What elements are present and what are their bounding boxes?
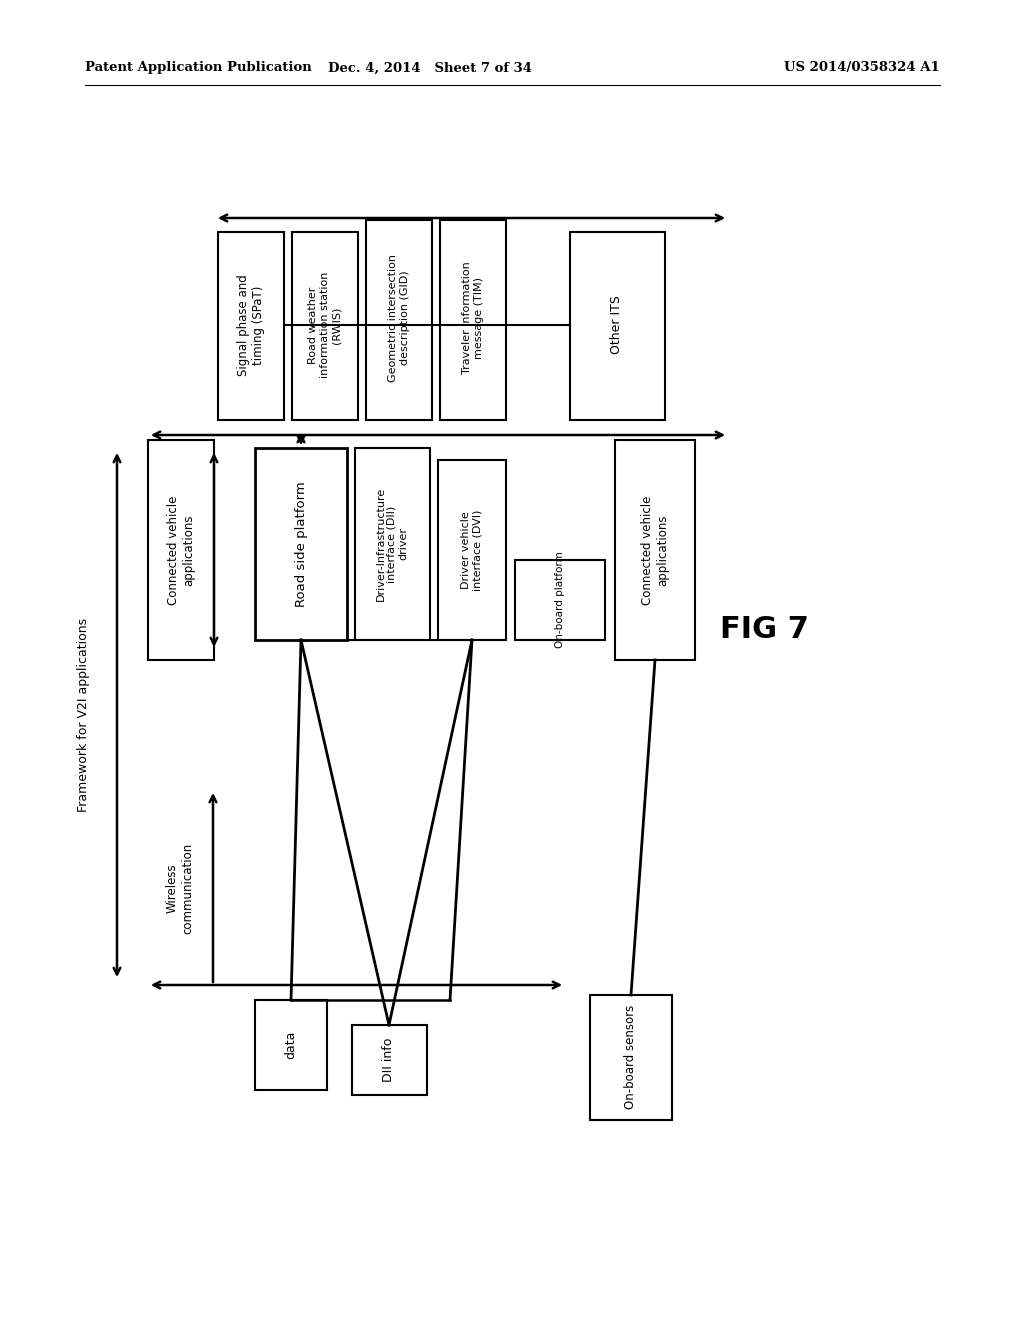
Bar [355, 447, 430, 640]
Text: Dec. 4, 2014   Sheet 7 of 34: Dec. 4, 2014 Sheet 7 of 34 [328, 62, 532, 74]
Bar [438, 459, 506, 640]
Text: Road weather
information station
(RWIS): Road weather information station (RWIS) [308, 272, 342, 379]
Bar [255, 1001, 327, 1090]
Bar [352, 1026, 427, 1096]
Text: Connected vehicle
applications: Connected vehicle applications [641, 495, 669, 605]
Text: Framework for V2I applications: Framework for V2I applications [77, 618, 89, 812]
Bar [366, 220, 432, 420]
Text: Connected vehicle
applications: Connected vehicle applications [167, 495, 195, 605]
Bar [218, 232, 284, 420]
Bar [570, 232, 665, 420]
Text: On-board sensors: On-board sensors [625, 1005, 638, 1109]
Text: Geometric intersection
description (GID): Geometric intersection description (GID) [388, 253, 410, 381]
Bar [515, 560, 605, 640]
Bar [255, 447, 347, 640]
Bar [440, 220, 506, 420]
Text: Patent Application Publication: Patent Application Publication [85, 62, 311, 74]
Bar [615, 440, 695, 660]
Text: data: data [285, 1031, 298, 1059]
Text: Driver-Infrastructure
interface (DII)
driver: Driver-Infrastructure interface (DII) dr… [376, 487, 409, 601]
Bar [590, 995, 672, 1119]
Text: Wireless
communication: Wireless communication [166, 842, 194, 933]
Text: Signal phase and
timing (SPaT): Signal phase and timing (SPaT) [237, 275, 265, 376]
Text: Other ITS: Other ITS [610, 296, 624, 355]
Bar [292, 232, 358, 420]
Text: On-board platform: On-board platform [555, 552, 565, 648]
Bar [148, 440, 214, 660]
Text: Road side platform: Road side platform [295, 480, 307, 607]
Text: Driver vehicle
interface (DVI): Driver vehicle interface (DVI) [461, 510, 482, 590]
Text: Traveler information
message (TIM): Traveler information message (TIM) [462, 261, 483, 375]
Text: FIG 7: FIG 7 [720, 615, 809, 644]
Text: DII info: DII info [383, 1038, 395, 1082]
Text: US 2014/0358324 A1: US 2014/0358324 A1 [784, 62, 940, 74]
